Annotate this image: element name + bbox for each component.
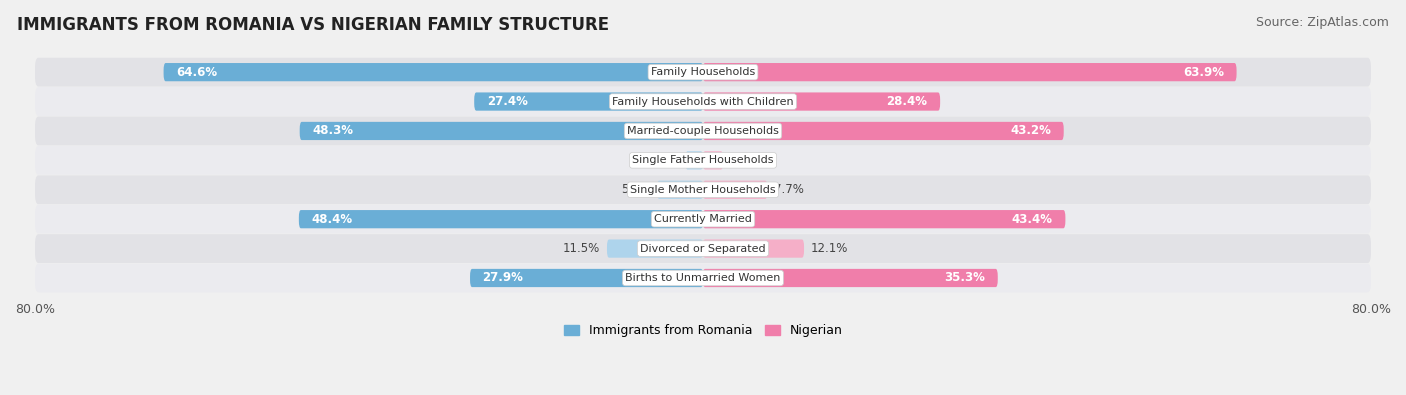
FancyBboxPatch shape [686, 151, 703, 169]
FancyBboxPatch shape [703, 269, 998, 287]
Text: 43.2%: 43.2% [1011, 124, 1052, 137]
FancyBboxPatch shape [607, 239, 703, 258]
Text: IMMIGRANTS FROM ROMANIA VS NIGERIAN FAMILY STRUCTURE: IMMIGRANTS FROM ROMANIA VS NIGERIAN FAMI… [17, 16, 609, 34]
FancyBboxPatch shape [35, 263, 1371, 292]
FancyBboxPatch shape [703, 63, 1236, 81]
FancyBboxPatch shape [35, 117, 1371, 145]
FancyBboxPatch shape [35, 87, 1371, 116]
Text: Source: ZipAtlas.com: Source: ZipAtlas.com [1256, 16, 1389, 29]
FancyBboxPatch shape [703, 151, 723, 169]
Legend: Immigrants from Romania, Nigerian: Immigrants from Romania, Nigerian [558, 320, 848, 342]
Text: Family Households with Children: Family Households with Children [612, 96, 794, 107]
FancyBboxPatch shape [35, 175, 1371, 204]
FancyBboxPatch shape [299, 122, 703, 140]
Text: Currently Married: Currently Married [654, 214, 752, 224]
FancyBboxPatch shape [299, 210, 703, 228]
Text: Births to Unmarried Women: Births to Unmarried Women [626, 273, 780, 283]
Text: Married-couple Households: Married-couple Households [627, 126, 779, 136]
FancyBboxPatch shape [474, 92, 703, 111]
FancyBboxPatch shape [35, 58, 1371, 87]
FancyBboxPatch shape [703, 210, 1066, 228]
FancyBboxPatch shape [703, 92, 941, 111]
FancyBboxPatch shape [35, 234, 1371, 263]
FancyBboxPatch shape [703, 122, 1064, 140]
Text: Single Father Households: Single Father Households [633, 155, 773, 166]
Text: 2.1%: 2.1% [650, 154, 679, 167]
Text: Single Mother Households: Single Mother Households [630, 185, 776, 195]
FancyBboxPatch shape [35, 146, 1371, 175]
Text: 27.4%: 27.4% [486, 95, 527, 108]
Text: 63.9%: 63.9% [1182, 66, 1225, 79]
FancyBboxPatch shape [703, 239, 804, 258]
Text: 48.3%: 48.3% [312, 124, 353, 137]
Text: 5.5%: 5.5% [621, 183, 651, 196]
Text: 27.9%: 27.9% [482, 271, 523, 284]
FancyBboxPatch shape [703, 181, 768, 199]
Text: 28.4%: 28.4% [887, 95, 928, 108]
Text: 11.5%: 11.5% [562, 242, 600, 255]
FancyBboxPatch shape [657, 181, 703, 199]
FancyBboxPatch shape [163, 63, 703, 81]
Text: 48.4%: 48.4% [311, 213, 353, 226]
Text: 64.6%: 64.6% [176, 66, 218, 79]
Text: 2.4%: 2.4% [730, 154, 759, 167]
FancyBboxPatch shape [35, 205, 1371, 233]
Text: Divorced or Separated: Divorced or Separated [640, 244, 766, 254]
Text: 7.7%: 7.7% [773, 183, 804, 196]
Text: Family Households: Family Households [651, 67, 755, 77]
Text: 43.4%: 43.4% [1012, 213, 1053, 226]
Text: 12.1%: 12.1% [811, 242, 848, 255]
FancyBboxPatch shape [470, 269, 703, 287]
Text: 35.3%: 35.3% [945, 271, 986, 284]
